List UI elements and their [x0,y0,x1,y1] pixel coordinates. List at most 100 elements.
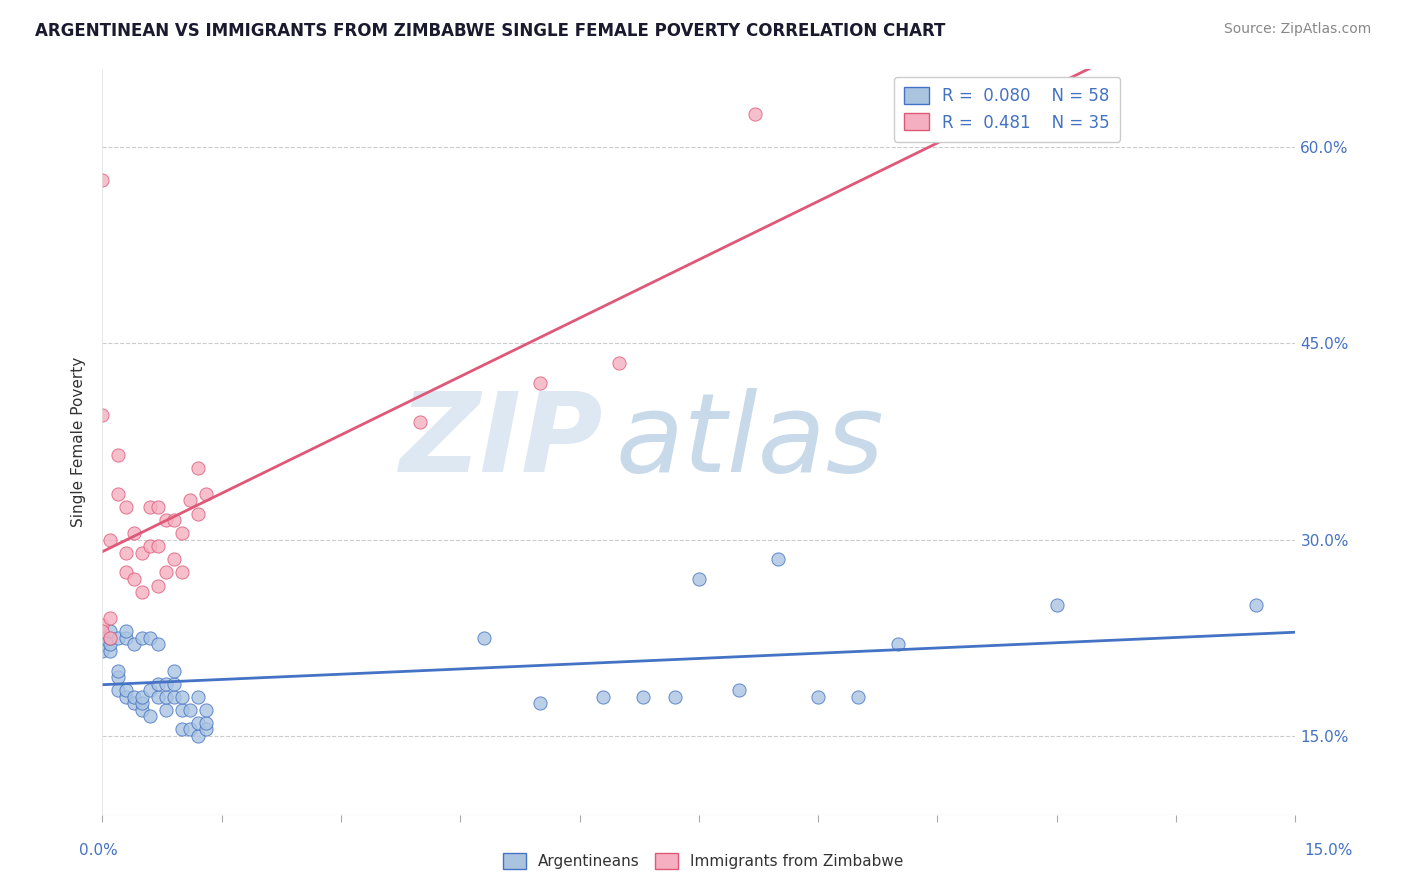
Point [122,526,145,541]
Point [179,703,201,717]
Point [131,546,153,560]
Point [91,644,114,658]
Point [146,637,169,651]
Point [122,572,145,586]
Point [131,585,153,599]
Point [115,566,138,580]
Point [155,676,177,690]
Point [98,631,121,645]
Text: 15.0%: 15.0% [1305,843,1353,858]
Legend: Argentineans, Immigrants from Zimbabwe: Argentineans, Immigrants from Zimbabwe [496,847,910,875]
Point [529,376,551,390]
Point [664,690,686,704]
Point [139,709,162,723]
Point [170,703,193,717]
Point [98,611,121,625]
Point [107,487,129,501]
Point [529,696,551,710]
Point [187,460,209,475]
Y-axis label: Single Female Poverty: Single Female Poverty [72,357,86,526]
Point [115,631,138,645]
Point [163,552,186,566]
Point [122,690,145,704]
Point [146,690,169,704]
Point [768,552,790,566]
Point [107,448,129,462]
Point [107,670,129,684]
Point [98,624,121,639]
Point [115,690,138,704]
Point [846,690,869,704]
Point [187,690,209,704]
Point [194,715,217,730]
Point [409,415,432,429]
Point [139,683,162,698]
Point [179,493,201,508]
Point [1244,598,1267,612]
Point [631,690,654,704]
Text: Source: ZipAtlas.com: Source: ZipAtlas.com [1223,22,1371,37]
Point [139,539,162,553]
Point [115,624,138,639]
Point [688,572,710,586]
Point [98,644,121,658]
Point [163,676,186,690]
Point [139,631,162,645]
Point [98,637,121,651]
Point [115,683,138,698]
Point [807,690,830,704]
Point [727,683,749,698]
Point [131,690,153,704]
Point [139,500,162,514]
Point [592,690,614,704]
Point [146,676,169,690]
Point [179,723,201,737]
Point [98,533,121,547]
Point [131,703,153,717]
Point [187,507,209,521]
Point [155,513,177,527]
Point [146,539,169,553]
Point [886,637,908,651]
Point [1046,598,1069,612]
Point [146,500,169,514]
Point [187,729,209,743]
Point [194,703,217,717]
Point [91,409,114,423]
Point [107,631,129,645]
Point [170,723,193,737]
Text: 0.0%: 0.0% [79,843,118,858]
Point [91,637,114,651]
Point [131,696,153,710]
Text: atlas: atlas [616,388,884,495]
Point [194,487,217,501]
Point [122,696,145,710]
Point [163,513,186,527]
Point [607,356,630,370]
Point [98,631,121,645]
Legend: R =  0.080    N = 58, R =  0.481    N = 35: R = 0.080 N = 58, R = 0.481 N = 35 [894,77,1121,142]
Text: ARGENTINEAN VS IMMIGRANTS FROM ZIMBABWE SINGLE FEMALE POVERTY CORRELATION CHART: ARGENTINEAN VS IMMIGRANTS FROM ZIMBABWE … [35,22,945,40]
Point [194,723,217,737]
Point [115,500,138,514]
Point [163,664,186,678]
Point [91,631,114,645]
Point [187,715,209,730]
Point [472,631,495,645]
Point [91,617,114,632]
Point [131,631,153,645]
Point [91,624,114,639]
Point [744,107,766,121]
Point [107,683,129,698]
Point [146,578,169,592]
Point [170,566,193,580]
Point [107,664,129,678]
Point [155,703,177,717]
Text: ZIP: ZIP [399,388,603,495]
Point [122,637,145,651]
Point [155,566,177,580]
Point [155,690,177,704]
Point [115,546,138,560]
Point [170,526,193,541]
Point [163,690,186,704]
